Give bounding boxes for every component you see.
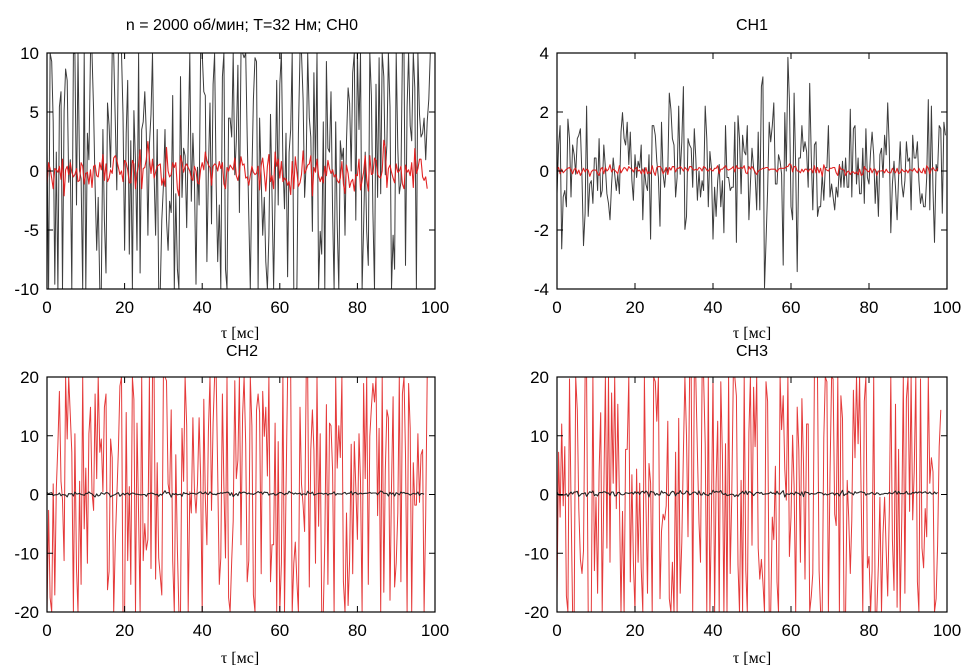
panel-title-ch3: CH3 (736, 343, 768, 360)
x-tick-label-ch3-40: 40 (704, 621, 723, 640)
y-tick-label-ch1-2: 2 (540, 103, 549, 122)
x-tick-label-ch1-20: 20 (626, 298, 645, 317)
x-tick-label-ch1-80: 80 (860, 298, 879, 317)
series-line-ch0-1 (46, 52, 431, 290)
ticks-ch1: 0 20 40 60 80 100 -4 -2 0 2 4 (534, 44, 961, 317)
x-tick-label-ch1-40: 40 (704, 298, 723, 317)
traces-ch2 (46, 376, 428, 613)
traces-ch0 (46, 52, 431, 290)
x-tick-label-ch1-100: 100 (933, 298, 961, 317)
x-tick-label-ch3-20: 20 (626, 621, 645, 640)
series-line-ch2-2 (46, 490, 425, 498)
ticks-ch2: 0 20 40 60 80 100 -20 -10 0 10 20 (14, 368, 449, 640)
ticks-ch3: 0 20 40 60 80 100 -20 -10 0 10 20 (524, 368, 961, 640)
y-tick-label-ch2--20: -20 (14, 603, 39, 622)
x-tick-label-ch3-100: 100 (933, 621, 961, 640)
x-tick-label-ch0-20: 20 (115, 298, 134, 317)
panel-title-ch2: CH2 (226, 343, 258, 360)
y-tick-label-ch0--5: -5 (24, 221, 39, 240)
series-line-ch2-1 (46, 376, 428, 613)
y-tick-label-ch1--2: -2 (534, 221, 549, 240)
x-tick-label-ch3-0: 0 (552, 621, 561, 640)
y-tick-label-ch0-5: 5 (30, 103, 39, 122)
x-tick-label-ch0-80: 80 (348, 298, 367, 317)
x-tick-label-ch1-0: 0 (552, 298, 561, 317)
y-tick-label-ch1-0: 0 (540, 162, 549, 181)
y-tick-label-ch2-10: 10 (20, 427, 39, 446)
x-tick-label-ch1-60: 60 (782, 298, 801, 317)
x-tick-label-ch0-100: 100 (421, 298, 449, 317)
traces-ch1 (556, 56, 946, 289)
panel-title-ch1: CH1 (736, 17, 768, 34)
y-tick-label-ch3--20: -20 (524, 603, 549, 622)
xlabel-ch3: τ [мс] (733, 650, 771, 667)
x-tick-label-ch0-60: 60 (270, 298, 289, 317)
panel-ch2: CH2 0 20 40 60 80 100 -20 -10 0 10 20 τ [мс] (14, 343, 449, 667)
xlabel-ch0: τ [мс] (221, 325, 259, 342)
panel-ch3: CH3 0 20 40 60 80 100 -20 -10 0 10 20 τ [мс] (524, 343, 961, 667)
x-tick-label-ch2-40: 40 (193, 621, 212, 640)
y-tick-label-ch0-10: 10 (20, 44, 39, 63)
y-tick-label-ch3-20: 20 (530, 368, 549, 387)
panel-ch1: CH1 0 20 40 60 80 100 -4 -2 0 2 4 τ [мс] (534, 17, 961, 342)
y-tick-label-ch2-0: 0 (30, 486, 39, 505)
series-line-ch0-2 (46, 139, 428, 197)
y-tick-label-ch1--4: -4 (534, 280, 549, 299)
x-tick-label-ch3-80: 80 (860, 621, 879, 640)
y-tick-label-ch2--10: -10 (14, 544, 39, 563)
x-tick-label-ch0-40: 40 (193, 298, 212, 317)
y-tick-label-ch0--10: -10 (14, 280, 39, 299)
series-line-ch3-2 (556, 489, 938, 498)
y-tick-label-ch1-4: 4 (540, 44, 549, 63)
x-tick-label-ch2-20: 20 (115, 621, 134, 640)
y-tick-label-ch3-10: 10 (530, 427, 549, 446)
series-line-ch1-2 (556, 163, 939, 177)
ticks-ch0: 0 20 40 60 80 100 -10 -5 0 5 10 (14, 44, 449, 317)
y-tick-label-ch3-0: 0 (540, 486, 549, 505)
x-tick-label-ch2-80: 80 (348, 621, 367, 640)
panel-title-ch0: n = 2000 об/мин; T=32 Нм; CH0 (126, 17, 358, 34)
x-tick-label-ch0-0: 0 (42, 298, 51, 317)
x-tick-label-ch2-60: 60 (270, 621, 289, 640)
panel-ch0: n = 2000 об/мин; T=32 Нм; CH0 0 20 40 60 80 1… (14, 17, 449, 342)
y-tick-label-ch2-20: 20 (20, 368, 39, 387)
x-tick-label-ch2-0: 0 (42, 621, 51, 640)
series-line-ch1-1 (556, 56, 946, 289)
xlabel-ch2: τ [мс] (221, 650, 259, 667)
y-tick-label-ch0-0: 0 (30, 162, 39, 181)
x-tick-label-ch2-100: 100 (421, 621, 449, 640)
xlabel-ch1: τ [мс] (733, 325, 771, 342)
y-tick-label-ch3--10: -10 (524, 544, 549, 563)
x-tick-label-ch3-60: 60 (782, 621, 801, 640)
